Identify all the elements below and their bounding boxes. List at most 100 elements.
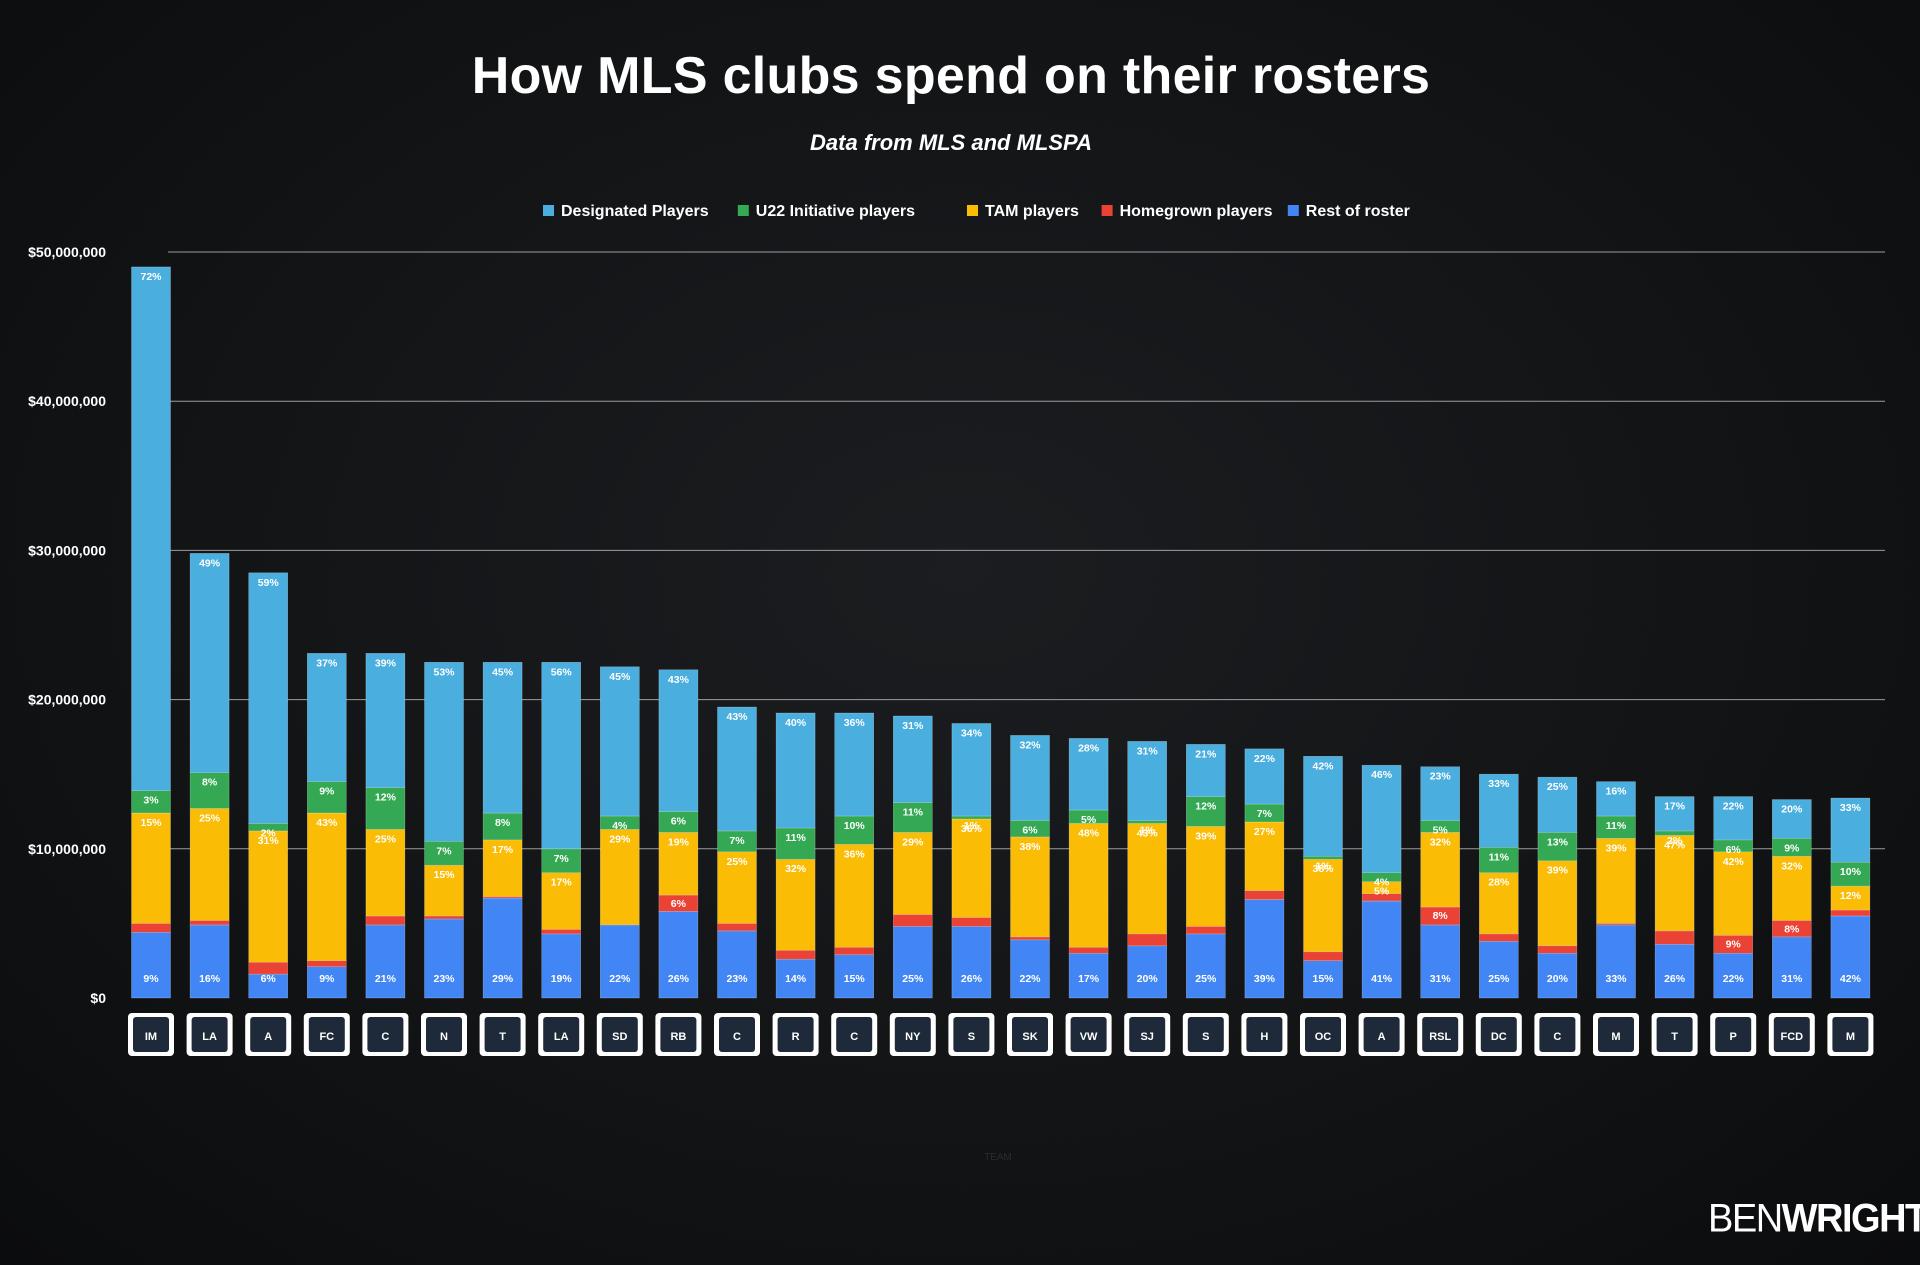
team-badge-text: DC [1491,1031,1507,1043]
segment-label-rest-of-roster: 19% [551,973,573,985]
team-badge-text: C [381,1031,389,1043]
chart-title: How MLS clubs spend on their rosters [471,47,1431,105]
segment-label-rest-of-roster: 20% [1137,973,1159,985]
bar-segment-tam-players [189,808,230,921]
bar-segment-tam-players [131,812,171,924]
legend-swatch-homegrown-players [1101,205,1113,216]
bar-segment-tam-players [1596,838,1636,924]
segment-label-designated-players: 20% [1781,804,1803,816]
bar-segment-homegrown-players [1186,926,1226,935]
bar-segment-tam-players [1127,823,1167,935]
team-badge-crest [1246,1017,1283,1052]
bar-segment-homegrown-players [248,961,288,975]
team-badge-text: OC [1315,1031,1332,1043]
segment-label-u22-initiative-players: 5% [1433,824,1449,836]
chart-subtitle: Data from MLS and MLSPA [810,130,1092,155]
bar-segment-designated-players [424,661,464,842]
bar-segment-u22-initiative-players [1596,815,1636,839]
legend-label-designated-players: Designated Players [561,203,709,220]
bar-segment-tam-players [482,839,523,897]
bar-segment-u22-initiative-players [1479,847,1519,873]
bar-segment-homegrown-players [424,915,464,920]
segment-label-u22-initiative-players: 12% [1195,801,1217,813]
bar-segment-homegrown-players [1537,945,1578,954]
segment-label-rest-of-roster: 22% [609,973,631,985]
team-badge-text: IM [145,1031,157,1043]
bar-segment-designated-players [1127,741,1167,821]
segment-label-rest-of-roster: 9% [143,973,159,985]
y-tick-label: $0 [90,990,106,1006]
bar-segment-designated-players [1537,776,1578,833]
bar-segment-homegrown-players [541,929,582,935]
segment-label-u22-initiative-players: 6% [671,816,687,828]
bar-segment-rest-of-roster [951,926,992,999]
bar-segment-tam-players [658,832,699,896]
bar-segment-homegrown-players [951,917,992,927]
brand-part-1: BEN [1708,1196,1783,1242]
segment-label-rest-of-roster: 25% [1195,973,1217,985]
segment-label-tam-players: 29% [902,836,924,848]
segment-label-rest-of-roster: 25% [902,973,924,985]
team-badge-text: M [1611,1031,1620,1043]
brand-logo: BENWRIGHT [1708,1199,1920,1239]
bar-segment-designated-players [1244,748,1285,805]
segment-label-rest-of-roster: 16% [199,973,221,985]
bar-segment-u22-initiative-players [365,787,406,830]
team-badge-text: C [1553,1031,1561,1043]
segment-label-tam-players: 32% [785,863,807,875]
segment-label-u22-initiative-players: 4% [1374,877,1390,889]
segment-label-designated-players: 43% [726,711,748,723]
segment-label-designated-players: 21% [1195,748,1217,760]
segment-label-rest-of-roster: 39% [1254,973,1276,985]
team-badge-crest [719,1017,755,1052]
team-badge-crest [1129,1017,1166,1052]
segment-label-rest-of-roster: 29% [492,973,514,985]
bar-segment-tam-players [1654,835,1695,932]
segment-label-homegrown-players: 8% [1433,910,1449,922]
bar-segment-tam-players [1420,832,1460,908]
team-badge-text: S [1202,1031,1209,1043]
team-badge-crest [250,1017,287,1052]
team-badge-text: C [850,1031,858,1043]
team-badge-crest [484,1017,521,1052]
segment-label-tam-players: 43% [316,817,338,829]
team-badge-crest [1187,1017,1224,1052]
segment-label-tam-players: 43% [1137,827,1159,839]
bar-segment-designated-players [1068,738,1109,811]
team-badge-text: S [968,1031,975,1043]
segment-label-homegrown-players: 8% [1784,923,1800,935]
y-tick-label: $20,000,000 [28,692,106,708]
segment-label-rest-of-roster: 26% [668,973,690,985]
team-badge-crest [1598,1017,1634,1052]
bar-segment-u22-initiative-players [1537,832,1578,862]
bar-segment-designated-players [717,706,757,832]
segment-label-rest-of-roster: 17% [1078,973,1100,985]
segment-label-rest-of-roster: 23% [726,973,748,985]
bar-segment-rest-of-roster [1830,915,1871,999]
segment-label-tam-players: 48% [1078,827,1100,839]
bar-segment-tam-players [541,872,582,930]
team-badge-crest [836,1017,873,1052]
segment-label-rest-of-roster: 14% [785,973,807,985]
bar-segment-rest-of-roster [306,966,347,999]
segment-label-rest-of-roster: 6% [261,973,277,985]
team-badge-text: FC [319,1031,334,1043]
segment-label-u22-initiative-players: 1% [1315,860,1331,872]
bar-segment-u22-initiative-players [951,815,992,820]
bar-segment-tam-players [1479,872,1519,935]
team-badge-crest [426,1017,462,1052]
team-badge-text: C [733,1031,741,1043]
segment-label-u22-initiative-players: 11% [785,832,806,844]
bar-segment-designated-players [306,653,347,782]
bar-segment-homegrown-players [365,915,406,926]
team-badge-text: SD [612,1031,627,1043]
bar-segment-designated-players [658,669,699,812]
legend-swatch-rest-of-roster [1287,205,1299,216]
bar-segment-tam-players [365,829,406,917]
segment-label-tam-players: 47% [1664,839,1686,851]
team-badge-crest [1715,1017,1752,1052]
team-badge-text: H [1260,1031,1268,1043]
segment-label-designated-players: 25% [1547,781,1569,793]
segment-label-tam-players: 29% [609,833,631,845]
